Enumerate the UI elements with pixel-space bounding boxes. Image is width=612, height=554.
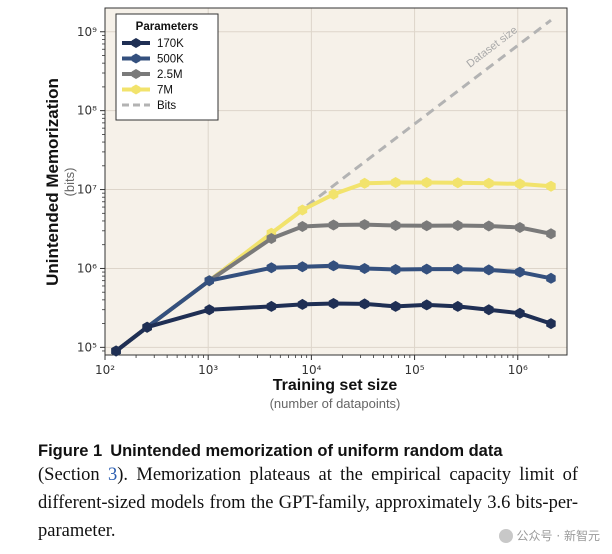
y-axis-label: Unintended Memorization — [43, 78, 62, 286]
data-point-7m — [328, 188, 339, 200]
data-point-2-5m — [515, 222, 525, 233]
data-point-2-5m — [546, 228, 556, 240]
data-point-7m — [421, 177, 432, 188]
data-point-7m — [359, 177, 370, 189]
axes: 10² 10³ 10⁴ 10⁵ 10⁶ 10⁵ 10⁶ 10⁷ 10⁸ 10⁹ — [77, 7, 568, 377]
x-tick-label: 10² — [95, 363, 115, 377]
data-point-2-5m — [421, 220, 432, 232]
legend-label: Bits — [157, 100, 176, 112]
figure-caption: Figure 1 Unintended memorization of unifo… — [38, 442, 578, 545]
data-point-2-5m — [484, 220, 494, 232]
data-point-7m — [484, 177, 494, 189]
data-point-7m — [546, 180, 556, 192]
data-point-7m — [515, 178, 525, 190]
data-point-2-5m — [266, 233, 277, 244]
figure-label: Figure 1 — [38, 442, 103, 460]
data-point-170k — [204, 304, 214, 316]
data-point-2-5m — [453, 220, 463, 231]
legend-label: 7M — [157, 85, 173, 97]
data-point-170k — [453, 300, 463, 312]
series-layer — [111, 19, 556, 357]
data-point-500k — [546, 272, 556, 284]
data-point-7m — [390, 177, 401, 188]
data-point-170k — [546, 318, 556, 330]
data-point-500k — [328, 260, 339, 272]
data-point-170k — [328, 298, 339, 309]
caption-title: Unintended memorization of uniform rando… — [110, 442, 503, 460]
data-point-2-5m — [390, 220, 401, 231]
caption-body-post: ). Memorization plateaus at the empirica… — [38, 465, 578, 541]
y-axis-unit: (bits) — [62, 168, 77, 197]
data-point-7m — [453, 177, 463, 189]
data-point-500k — [266, 262, 277, 274]
data-point-500k — [204, 275, 214, 287]
data-point-7m — [297, 204, 308, 216]
y-tick-label: 10⁷ — [77, 183, 97, 197]
data-point-500k — [359, 263, 370, 274]
data-point-2-5m — [359, 219, 370, 231]
caption-body: (Section 3). Memorization plateaus at th… — [38, 461, 578, 545]
x-tick-label: 10³ — [198, 363, 218, 377]
legend-label: 170K — [157, 38, 184, 50]
watermark: 公众号 · 新智元 — [498, 527, 600, 544]
plot-frame — [104, 7, 568, 356]
data-point-500k — [421, 263, 432, 275]
legend-swatch-marker — [131, 38, 141, 48]
data-point-2-5m — [297, 221, 308, 232]
caption-title-line: Figure 1 Unintended memorization of unifo… — [38, 442, 578, 461]
data-point-170k — [421, 299, 432, 311]
y-tick-label: 10⁵ — [77, 340, 97, 354]
data-point-500k — [515, 266, 525, 278]
legend-swatch-marker — [131, 84, 141, 95]
data-point-500k — [453, 263, 463, 275]
caption-body-pre: (Section — [38, 465, 108, 485]
x-tick-label: 10⁶ — [508, 363, 528, 377]
y-tick-label: 10⁶ — [77, 261, 97, 275]
wechat-icon — [498, 528, 513, 543]
x-axis-sublabel: (number of datapoints) — [270, 396, 401, 411]
section-link[interactable]: 3 — [108, 465, 118, 485]
y-tick-label: 10⁹ — [77, 25, 97, 39]
data-point-170k — [484, 304, 494, 316]
data-point-170k — [142, 321, 152, 333]
data-point-500k — [297, 261, 308, 273]
data-point-500k — [484, 264, 494, 276]
legend-box — [115, 13, 219, 121]
x-tick-label: 10⁵ — [405, 363, 425, 377]
legend-label: 500K — [157, 54, 184, 66]
watermark-text: 公众号 · 新智元 — [516, 529, 600, 543]
data-point-500k — [390, 264, 401, 275]
data-point-170k — [515, 307, 525, 319]
data-point-170k — [359, 298, 370, 310]
legend: Parameters 170K 500K 2.5M 7M Bits — [115, 13, 219, 121]
data-point-170k — [266, 300, 277, 312]
legend-swatch-marker — [131, 53, 141, 64]
legend-swatch-marker — [131, 69, 141, 79]
legend-label: 2.5M — [157, 69, 183, 81]
data-point-170k — [111, 345, 121, 357]
y-tick-label: 10⁸ — [77, 104, 97, 118]
x-tick-label: 10⁴ — [301, 363, 321, 377]
data-point-170k — [390, 300, 401, 312]
legend-title: Parameters — [136, 21, 199, 33]
x-axis-label: Training set size — [273, 377, 398, 394]
data-point-2-5m — [328, 219, 339, 231]
data-point-170k — [297, 298, 308, 310]
